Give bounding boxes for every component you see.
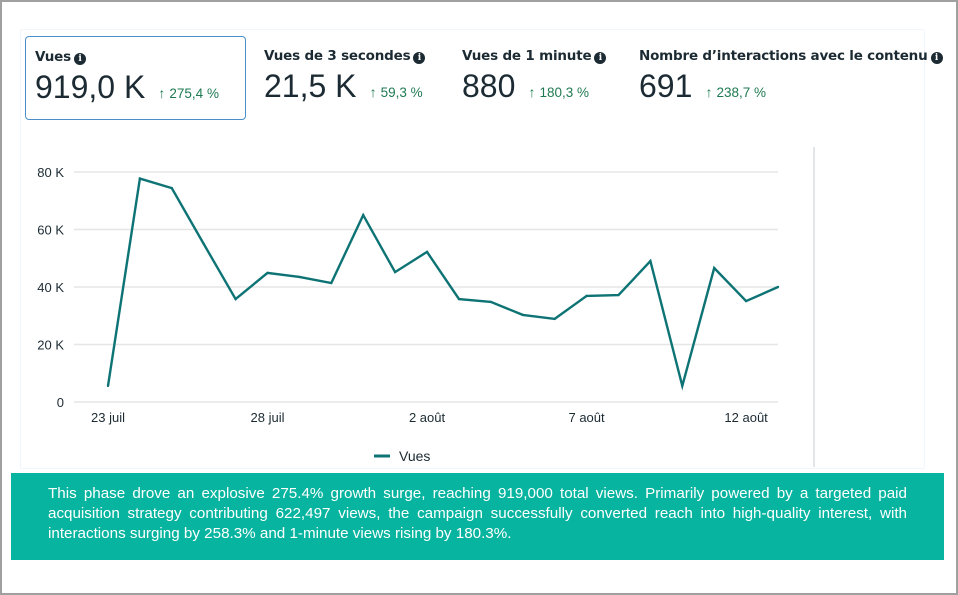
data-point[interactable] xyxy=(489,300,493,304)
metric-value: 919,0 K xyxy=(35,69,146,105)
data-point[interactable] xyxy=(521,313,524,317)
data-point[interactable] xyxy=(393,270,397,274)
metric-label: Vues xyxy=(35,49,71,65)
y-tick-label: 20 K xyxy=(37,338,64,353)
up-arrow-icon: ↑ xyxy=(369,84,377,100)
metric-change-value: 238,7 % xyxy=(716,85,767,100)
metric-change: ↑ 275,4 % xyxy=(158,85,219,101)
data-point[interactable] xyxy=(776,285,780,289)
metric-value: 880 xyxy=(462,68,516,104)
gridlines xyxy=(74,171,778,403)
info-icon[interactable]: i xyxy=(73,53,86,65)
up-arrow-icon: ↑ xyxy=(705,84,713,100)
data-point[interactable] xyxy=(202,242,205,246)
metric-change-value: 275,4 % xyxy=(169,86,219,101)
metric-label-wrap: Vues de 3 secondes i xyxy=(264,48,446,64)
metric-label-wrap: Vues de 1 minute i xyxy=(462,48,619,64)
metric-value: 691 xyxy=(639,68,693,104)
metric-label: Vues de 1 minute xyxy=(462,48,592,64)
data-point[interactable] xyxy=(553,317,556,321)
info-icon[interactable]: i xyxy=(413,52,426,64)
metric-row: 880 ↑ 180,3 % xyxy=(462,68,619,105)
y-axis-ticks: 0 20 K 40 K 60 K 80 K xyxy=(37,165,64,410)
y-tick-label: 60 K xyxy=(37,223,64,238)
metric-row: 691 ↑ 238,7 % xyxy=(639,68,921,105)
metric-value: 21,5 K xyxy=(264,68,357,104)
metric-change: ↑ 180,3 % xyxy=(528,84,590,100)
y-tick-label: 0 xyxy=(57,395,64,410)
data-point[interactable] xyxy=(138,177,142,180)
legend[interactable]: Vues xyxy=(374,448,430,464)
metric-change: ↑ 238,7 % xyxy=(705,84,767,100)
data-points xyxy=(106,177,780,388)
insights-panel xyxy=(20,29,925,469)
y-tick-label: 80 K xyxy=(37,165,64,180)
legend-label-vues: Vues xyxy=(399,448,430,464)
x-tick-label: 23 juil xyxy=(91,410,125,425)
up-arrow-icon: ↑ xyxy=(158,85,166,101)
x-tick-label: 7 août xyxy=(568,410,605,425)
data-point[interactable] xyxy=(266,271,269,275)
data-point[interactable] xyxy=(234,297,237,301)
data-point[interactable] xyxy=(362,213,365,217)
metric-card-vues[interactable]: Vues i 919,0 K ↑ 275,4 % xyxy=(25,36,246,120)
metric-row: 919,0 K ↑ 275,4 % xyxy=(35,69,236,106)
x-tick-label: 12 août xyxy=(724,410,768,425)
info-icon[interactable]: i xyxy=(594,52,607,64)
data-point[interactable] xyxy=(744,299,748,303)
panel-divider xyxy=(813,147,815,467)
data-point[interactable] xyxy=(425,250,429,254)
data-point[interactable] xyxy=(298,275,301,279)
series-line-vues[interactable] xyxy=(106,177,779,391)
data-point[interactable] xyxy=(457,297,461,301)
data-point[interactable] xyxy=(106,384,110,388)
y-tick-label: 40 K xyxy=(37,280,64,295)
metric-change-value: 180,3 % xyxy=(539,85,590,100)
data-point[interactable] xyxy=(712,266,716,270)
metric-label: Nombre d’interactions avec le contenu xyxy=(639,48,928,64)
info-icon[interactable]: i xyxy=(930,52,943,64)
data-point[interactable] xyxy=(585,294,588,298)
metric-card-interactions[interactable]: Nombre d’interactions avec le contenu i 6… xyxy=(630,36,943,120)
up-arrow-icon: ↑ xyxy=(528,84,536,100)
metric-change: ↑ 59,3 % xyxy=(369,84,423,100)
data-point[interactable] xyxy=(330,281,333,285)
x-tick-label: 28 juil xyxy=(251,410,285,425)
data-point[interactable] xyxy=(170,186,174,190)
x-axis-ticks: 23 juil 28 juil 2 août 7 août 12 août xyxy=(91,410,768,425)
metric-label-wrap: Vues i xyxy=(35,49,236,65)
metric-label-wrap: Nombre d’interactions avec le contenu i xyxy=(639,48,943,64)
metric-label: Vues de 3 secondes xyxy=(264,48,411,64)
data-point[interactable] xyxy=(617,293,620,297)
metric-card-vues-1-minute[interactable]: Vues de 1 minute i 880 ↑ 180,3 % xyxy=(453,36,628,120)
metric-change-value: 59,3 % xyxy=(380,85,423,100)
summary-text-box: This phase drove an explosive 275.4% gro… xyxy=(11,473,944,560)
metric-card-vues-3-secondes[interactable]: Vues de 3 secondes i 21,5 K ↑ 59,3 % xyxy=(255,36,455,120)
data-point[interactable] xyxy=(649,259,652,263)
x-tick-label: 2 août xyxy=(409,410,446,425)
metric-row: 21,5 K ↑ 59,3 % xyxy=(264,68,446,105)
data-point[interactable] xyxy=(681,384,684,388)
